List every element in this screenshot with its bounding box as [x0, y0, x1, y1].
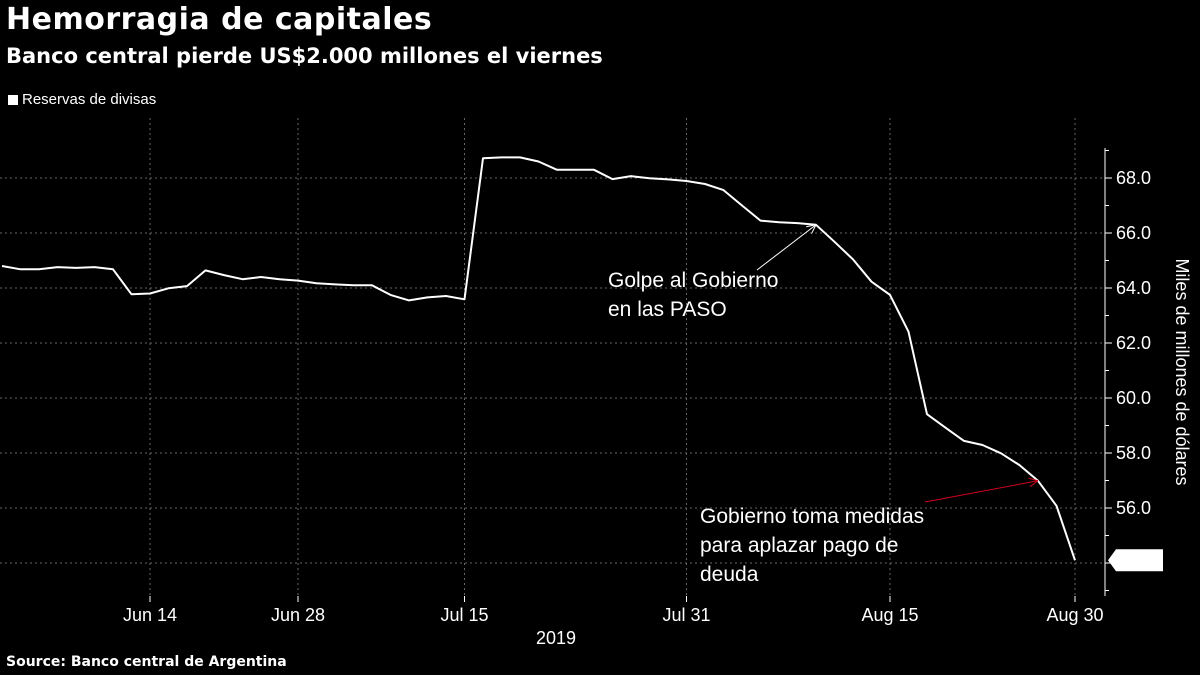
chart-subtitle: Banco central pierde US$2.000 millones e… — [6, 44, 603, 68]
y-tick-label: 60.0 — [1116, 388, 1151, 408]
annotation-text: en las PASO — [608, 298, 727, 321]
annotation-text: deuda — [700, 563, 759, 586]
annotation-text: Golpe al Gobierno — [608, 269, 778, 292]
x-tick-label: Aug 15 — [861, 605, 918, 625]
series-line-reservas — [1, 156, 1076, 561]
y-tick-label: 58.0 — [1116, 443, 1151, 463]
annotation-text: Gobierno toma medidas — [700, 505, 924, 528]
legend-label: Reservas de divisas — [22, 91, 157, 108]
y-tick-label: 62.0 — [1116, 333, 1151, 353]
y-tick-label: 66.0 — [1116, 223, 1151, 243]
legend: Reservas de divisas — [8, 91, 156, 108]
x-tick-label: Aug 30 — [1046, 605, 1103, 625]
annotation-arrow — [924, 480, 1039, 503]
x-tick-label: Jul 31 — [662, 605, 710, 625]
x-tick-label: Jun 14 — [123, 605, 177, 625]
x-tick-label: Jul 15 — [440, 605, 488, 625]
y-tick-label: 68.0 — [1116, 168, 1151, 188]
annotation-arrowhead — [806, 224, 817, 228]
legend-swatch — [8, 94, 18, 105]
annotation-arrowhead — [1028, 477, 1039, 482]
annotation-arrowhead — [1029, 480, 1039, 488]
x-tick-label: Jun 28 — [271, 605, 325, 625]
y-tick-label: 56.0 — [1116, 498, 1151, 518]
annotation-text: para aplazar pago de — [700, 534, 899, 557]
year-label: 2019 — [536, 628, 576, 648]
last-value-badge — [1108, 549, 1163, 572]
annotation-arrowhead — [811, 224, 817, 234]
last-value-label: 54.1 — [1119, 551, 1154, 571]
annotation-arrow — [756, 224, 817, 271]
source-note: Source: Banco central de Argentina — [6, 654, 287, 670]
chart-title: Hemorragia de capitales — [6, 2, 433, 37]
y-axis-label: Miles de millones de dólares — [1172, 258, 1192, 485]
y-tick-label: 64.0 — [1116, 278, 1151, 298]
